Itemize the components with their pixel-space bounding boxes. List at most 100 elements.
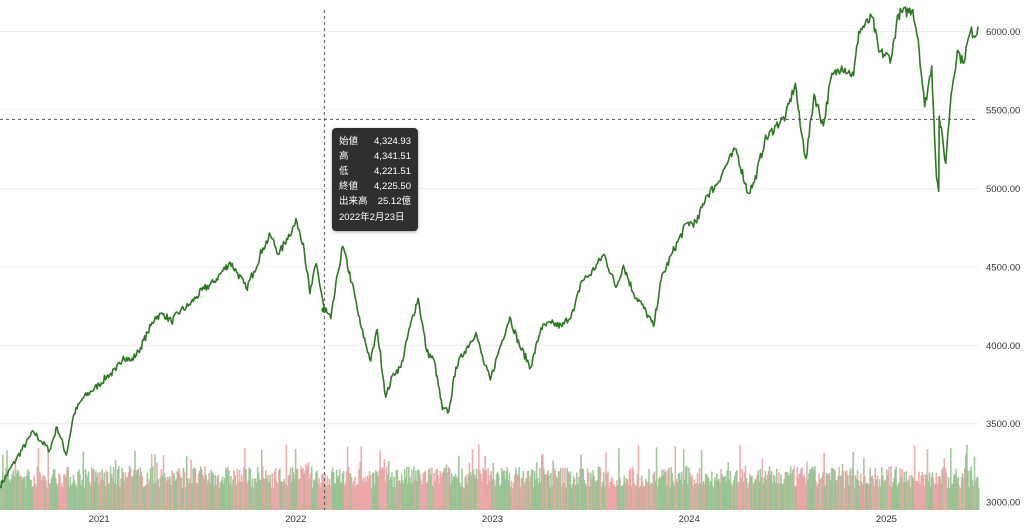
- volume-bar: [476, 478, 479, 510]
- volume-bar: [155, 482, 157, 510]
- volume-bar: [176, 471, 179, 510]
- volume-bar: [13, 476, 16, 510]
- volume-bar: [870, 476, 872, 510]
- volume-bar: [127, 472, 130, 510]
- volume-bar: [959, 487, 962, 510]
- volume-bar: [714, 476, 716, 510]
- volume-bar: [329, 485, 332, 510]
- volume-bar: [103, 472, 106, 510]
- volume-bar: [873, 485, 876, 510]
- volume-bar: [184, 486, 187, 510]
- volume-bar: [579, 468, 581, 510]
- volume-bar: [636, 473, 639, 510]
- volume-bar: [60, 487, 62, 510]
- volume-bar: [788, 473, 791, 510]
- volume-bar: [183, 472, 186, 510]
- volume-bar: [624, 482, 627, 510]
- volume-bar: [28, 471, 30, 510]
- volume-bar: [389, 479, 391, 510]
- volume-bar: [119, 487, 121, 510]
- tooltip-row-high: 高 4,341.51: [339, 149, 411, 164]
- volume-bar: [744, 466, 747, 510]
- volume-bar: [390, 477, 392, 510]
- volume-bar: [863, 457, 865, 510]
- volume-bar: [26, 475, 28, 510]
- volume-bar: [794, 486, 796, 510]
- volume-bar: [595, 481, 598, 510]
- volume-bar: [592, 470, 594, 510]
- volume-bar: [472, 469, 475, 510]
- volume-bar: [367, 478, 370, 510]
- x-tick-label-2024: 2024: [679, 514, 700, 525]
- volume-bar: [219, 482, 222, 510]
- volume-bar: [291, 467, 294, 510]
- volume-bar: [623, 475, 626, 510]
- volume-bar: [446, 472, 449, 510]
- volume-bar: [793, 466, 795, 510]
- volume-bar: [401, 480, 404, 510]
- volume-bar: [649, 484, 651, 510]
- volume-bar: [362, 477, 365, 510]
- volume-bar: [358, 469, 360, 510]
- volume-bar: [235, 484, 238, 510]
- volume-bar: [754, 478, 756, 510]
- volume-bar: [893, 478, 895, 510]
- volume-bar: [292, 472, 295, 510]
- volume-bar: [697, 484, 700, 510]
- volume-bar: [244, 447, 246, 510]
- volume-bar: [583, 480, 586, 510]
- volume-bar: [481, 481, 483, 510]
- volume-bar: [835, 480, 837, 510]
- volume-bar: [336, 478, 339, 510]
- volume-bar: [188, 483, 190, 510]
- volume-bar: [465, 475, 468, 510]
- volume-bar: [840, 475, 843, 510]
- volume-bar: [384, 481, 387, 510]
- volume-bar: [615, 480, 618, 510]
- volume-bar: [73, 480, 76, 510]
- volume-bar: [667, 469, 669, 510]
- volume-bar: [34, 483, 37, 510]
- volume-bar: [753, 482, 755, 510]
- volume-bar: [172, 475, 174, 510]
- volume-bar: [156, 462, 158, 510]
- volume-bar: [343, 485, 346, 510]
- volume-bar: [570, 487, 573, 510]
- volume-bar: [318, 478, 320, 510]
- volume-bar: [699, 483, 702, 510]
- volume-bar: [975, 477, 978, 510]
- volume-bar: [854, 475, 857, 510]
- volume-bar: [78, 469, 80, 510]
- volume-bar: [410, 482, 412, 510]
- volume-bar: [463, 487, 466, 510]
- volume-bar: [709, 480, 712, 510]
- volume-bar: [386, 474, 389, 510]
- volume-bar: [169, 476, 171, 510]
- volume-bar: [566, 467, 568, 510]
- line-layer: [0, 6, 979, 489]
- volume-bar: [126, 477, 129, 510]
- volume-bar: [755, 479, 758, 510]
- volume-bar: [599, 467, 602, 510]
- volume-bar: [125, 476, 128, 510]
- volume-bar: [651, 483, 654, 510]
- volume-bar: [700, 449, 703, 510]
- volume-bar: [285, 444, 288, 510]
- volume-bar: [685, 466, 688, 510]
- volume-bar: [420, 480, 422, 510]
- volume-bar: [267, 474, 269, 510]
- volume-bar: [752, 484, 754, 510]
- volume-bar: [767, 471, 770, 510]
- volume-bar: [456, 476, 459, 510]
- volume-bar: [691, 475, 693, 510]
- volume-bar: [438, 483, 440, 510]
- volume-bar: [548, 474, 550, 510]
- volume-bar: [642, 485, 645, 510]
- volume-bar: [841, 463, 844, 510]
- volume-bar: [514, 474, 516, 510]
- volume-bar: [852, 451, 855, 510]
- volume-bar: [93, 469, 95, 510]
- volume-bar: [17, 471, 20, 510]
